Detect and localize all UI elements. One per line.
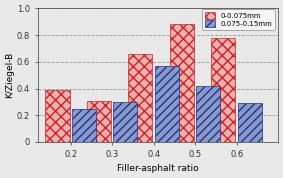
Bar — [87, 101, 111, 142]
X-axis label: Filler-asphalt ratio: Filler-asphalt ratio — [117, 164, 199, 173]
Bar — [72, 109, 96, 142]
Bar — [211, 38, 235, 142]
Bar — [46, 90, 70, 142]
Bar — [155, 66, 179, 142]
Bar — [170, 24, 194, 142]
Bar — [196, 86, 220, 142]
Bar — [113, 102, 138, 142]
Y-axis label: K/Ziegel-B: K/Ziegel-B — [5, 52, 14, 98]
Legend: 0-0.075mm, 0.075-0.15mm: 0-0.075mm, 0.075-0.15mm — [202, 9, 275, 30]
Bar — [238, 103, 262, 142]
Bar — [128, 54, 153, 142]
